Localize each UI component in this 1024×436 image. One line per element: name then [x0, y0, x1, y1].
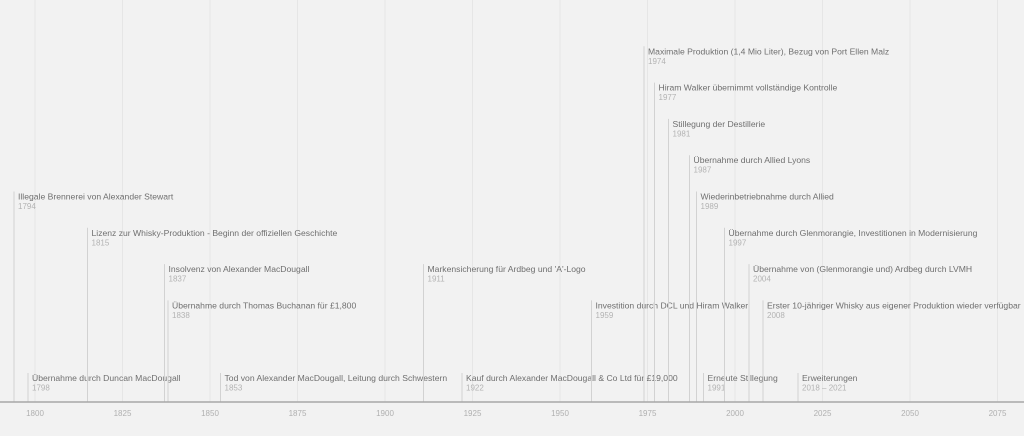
timeline-event: Maximale Produktion (1,4 Mio Liter), Bez…: [643, 46, 889, 402]
event-title: Erster 10-jähriger Whisky aus eigener Pr…: [767, 300, 1021, 310]
tick-label: 2050: [901, 409, 919, 418]
event-year: 1987: [694, 166, 712, 175]
event-title: Kauf durch Alexander MacDougall & Co Ltd…: [466, 373, 678, 383]
timeline-event: Lizenz zur Whisky-Produktion - Beginn de…: [87, 227, 338, 402]
timeline-event: Übernahme durch Thomas Buchanan für £1,8…: [167, 300, 356, 402]
event-title: Erneute Stillegung: [708, 373, 778, 383]
event-title: Markensicherung für Ardbeg und 'A'-Logo: [428, 264, 586, 274]
event-year: 2008: [767, 311, 785, 320]
event-title: Wiederinbetriebnahme durch Allied: [701, 192, 834, 202]
event-title: Stillegung der Destillerie: [673, 119, 766, 129]
tick-label: 1950: [551, 409, 569, 418]
tick-label: 2025: [814, 409, 832, 418]
timeline-event: Hiram Walker übernimmt vollständige Kont…: [654, 82, 838, 402]
event-title: Illegale Brennerei von Alexander Stewart: [18, 192, 174, 202]
event-year: 1794: [18, 202, 36, 211]
tick-label: 1825: [114, 409, 132, 418]
event-title: Lizenz zur Whisky-Produktion - Beginn de…: [92, 228, 338, 238]
event-year: 2004: [753, 275, 771, 284]
timeline-event: Investition durch DCL und Hiram Walker19…: [591, 300, 749, 402]
tick-label: 1900: [376, 409, 394, 418]
event-year: 1853: [225, 384, 243, 393]
tick-label: 2075: [989, 409, 1007, 418]
event-year: 2018 – 2021: [802, 384, 847, 393]
event-title: Insolvenz von Alexander MacDougall: [169, 264, 310, 274]
event-year: 1922: [466, 384, 484, 393]
grid-lines: [34, 0, 998, 402]
event-year: 1798: [32, 384, 50, 393]
event-title: Erweiterungen: [802, 373, 858, 383]
timeline-event: Übernahme durch Glenmorangie, Investitio…: [724, 227, 978, 402]
timeline-event: Erster 10-jähriger Whisky aus eigener Pr…: [762, 300, 1021, 402]
event-year: 1837: [169, 275, 187, 284]
event-title: Übernahme durch Thomas Buchanan für £1,8…: [172, 300, 356, 310]
event-title: Übernahme durch Glenmorangie, Investitio…: [729, 228, 978, 238]
timeline-event: Illegale Brennerei von Alexander Stewart…: [13, 191, 174, 402]
event-year: 1997: [729, 238, 747, 247]
event-year: 1991: [708, 384, 726, 393]
timeline-event: Kauf durch Alexander MacDougall & Co Ltd…: [461, 373, 678, 402]
event-title: Übernahme durch Allied Lyons: [694, 155, 811, 165]
timeline-event: Markensicherung für Ardbeg und 'A'-Logo1…: [423, 264, 586, 402]
event-year: 1911: [428, 275, 446, 284]
event-year: 1974: [648, 57, 666, 66]
event-title: Investition durch DCL und Hiram Walker: [596, 300, 749, 310]
event-title: Hiram Walker übernimmt vollständige Kont…: [659, 83, 838, 93]
event-year: 1815: [92, 238, 110, 247]
event-year: 1959: [596, 311, 614, 320]
tick-label: 1925: [464, 409, 482, 418]
event-year: 1981: [673, 129, 691, 138]
tick-label: 1800: [26, 409, 44, 418]
event-title: Tod von Alexander MacDougall, Leitung du…: [225, 373, 448, 383]
event-title: Übernahme durch Duncan MacDougall: [32, 373, 181, 383]
event-year: 1977: [659, 93, 677, 102]
event-title: Maximale Produktion (1,4 Mio Liter), Bez…: [648, 46, 889, 56]
tick-label: 1875: [289, 409, 307, 418]
event-title: Übernahme von (Glenmorangie und) Ardbeg …: [753, 264, 972, 274]
tick-label: 1975: [639, 409, 657, 418]
axis-ticks: 1800 1825 1850 1875 1900 1925 1950 1975 2000 2025…: [26, 409, 1007, 418]
timeline-event: Tod von Alexander MacDougall, Leitung du…: [220, 373, 448, 402]
event-year: 1838: [172, 311, 190, 320]
timeline-events: Illegale Brennerei von Alexander Stewart…: [13, 46, 1021, 402]
event-year: 1989: [701, 202, 719, 211]
tick-label: 2000: [726, 409, 744, 418]
timeline-event: Übernahme von (Glenmorangie und) Ardbeg …: [748, 264, 972, 402]
tick-label: 1850: [201, 409, 219, 418]
